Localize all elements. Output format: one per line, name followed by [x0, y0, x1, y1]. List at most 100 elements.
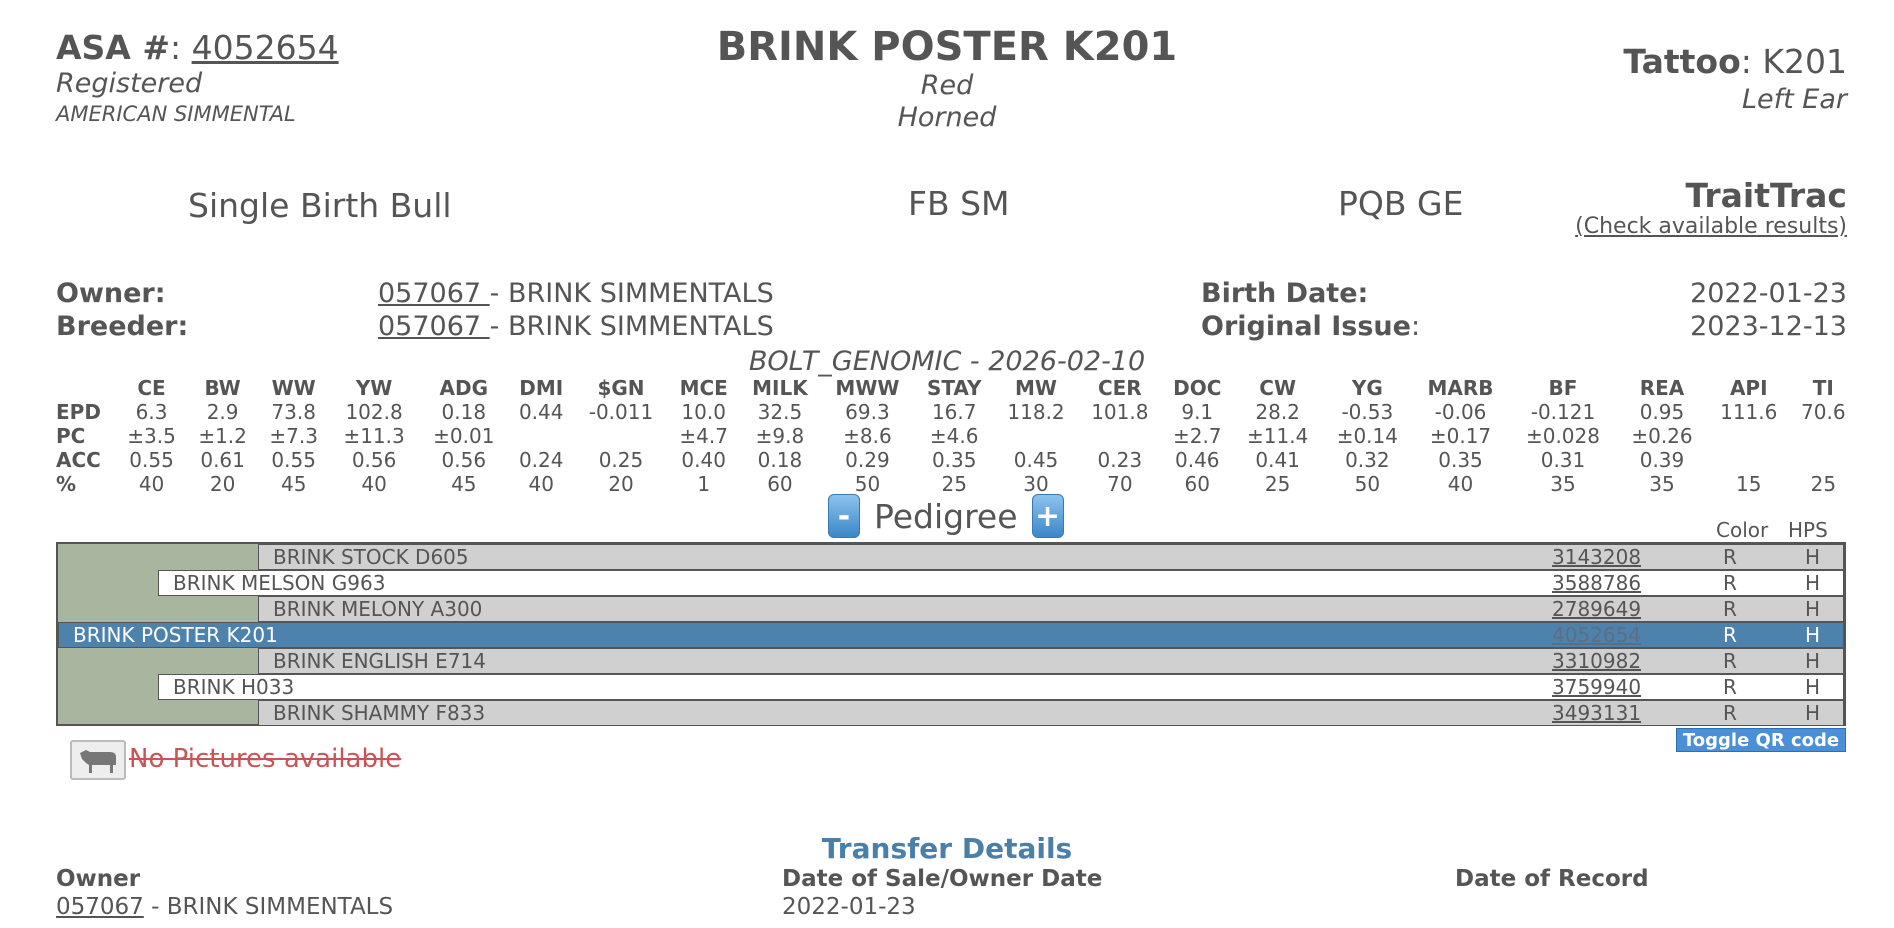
epd-column-header: MWW	[835, 376, 900, 400]
epd-cell	[574, 424, 668, 448]
epd-cell	[509, 424, 574, 448]
pedigree-registration-link[interactable]: 3143208	[1552, 545, 1642, 569]
birth-date-label: Birth Date:	[1201, 278, 1369, 309]
pedigree-hps: H	[1805, 701, 1821, 725]
transfer-owner-name: - BRINK SIMMENTALS	[143, 894, 394, 920]
breeder-value: 057067 - BRINK SIMMENTALS	[378, 311, 774, 342]
pedigree-expand-button[interactable]: +	[1031, 494, 1064, 538]
transfer-owner-id-link[interactable]: 057067	[56, 894, 144, 920]
original-issue-date: 2023-12-13	[1690, 311, 1847, 342]
epd-cell: 0.56	[351, 448, 397, 472]
epd-column-header: CW	[1259, 376, 1297, 400]
epd-cell: 25	[1810, 472, 1837, 496]
epd-cell: 0.41	[1255, 448, 1300, 472]
record-date-header: Date of Record	[1455, 866, 1649, 892]
pedigree-animal-name: BRINK H033	[173, 675, 295, 699]
epd-column-header: BW	[204, 376, 241, 400]
epd-cell: 40	[361, 472, 387, 496]
epd-column-header: ADG	[439, 376, 489, 400]
epd-cell: 40	[528, 472, 554, 496]
owner-label: Owner:	[56, 278, 166, 309]
epd-cell: 50	[1354, 472, 1381, 496]
epd-cell: 102.8	[345, 400, 403, 424]
epd-cell: ±0.028	[1525, 424, 1600, 448]
pedigree-animal-name: BRINK STOCK D605	[273, 545, 469, 569]
epd-row: ACC 0.55 0.61 0.55 0.56 0.56 0.24 0.25 0.40 0.18 0…	[56, 448, 1856, 472]
epd-cell: 0.61	[200, 448, 245, 472]
epd-cell: 118.2	[1007, 400, 1065, 424]
traittrac-results-link[interactable]: (Check available results)	[1575, 214, 1847, 239]
epd-cell: 0.45	[1013, 448, 1059, 472]
epd-cell: 2.9	[206, 400, 239, 424]
genomic-status: PQB GE	[1338, 184, 1464, 223]
epd-column-header: MCE	[679, 376, 728, 400]
epd-cell: 10.0	[681, 400, 726, 424]
epd-cell: 20	[608, 472, 634, 496]
epd-cell	[1791, 424, 1856, 448]
epd-row-label: %	[56, 472, 77, 496]
no-pictures-link[interactable]: No Pictures available	[129, 744, 402, 774]
pedigree-registration-link[interactable]: 4052654	[1552, 623, 1642, 647]
epd-cell: 0.55	[271, 448, 316, 472]
epd-row: % 40 20 45 40 45 40 20 1 60 50 25 30 70 60 25 50 40 35 35 15…	[56, 472, 1856, 496]
registration-status: Registered	[56, 68, 203, 99]
breeder-id-link[interactable]: 057067	[378, 311, 490, 342]
pedigree-chart: BRINK STOCK D605 3143208 R H BRINK MELSON G9…	[56, 542, 1846, 726]
pedigree-color: R	[1723, 545, 1737, 569]
epd-cell: 25	[1264, 472, 1291, 496]
pedigree-color-header: Color	[1716, 518, 1769, 542]
pedigree-animal-name: BRINK SHAMMY F833	[273, 701, 486, 725]
epd-cell: 16.7	[931, 400, 977, 424]
epd-cell: 0.23	[1097, 448, 1143, 472]
epd-cell: 15	[1736, 472, 1762, 496]
pedigree-collapse-button[interactable]: -	[828, 494, 860, 538]
epd-cell: 9.1	[1181, 400, 1214, 424]
owner-name: - BRINK SIMMENTALS	[489, 278, 774, 309]
original-issue-colon: :	[1410, 311, 1421, 342]
toggle-qr-code-button[interactable]: Toggle QR code	[1676, 728, 1846, 752]
pedigree-animal-name: BRINK ENGLISH E714	[273, 649, 486, 673]
breeder-name: - BRINK SIMMENTALS	[489, 311, 774, 342]
epd-cell: ±8.6	[843, 424, 892, 448]
epd-row: PC ±3.5 ±1.2 ±7.3 ±11.3 ±0.01 ±4.7 ±9.8 ±8.6 ±4.6…	[56, 424, 1856, 448]
pedigree-row: BRINK SHAMMY F833 3493131 R H	[258, 700, 1844, 726]
pedigree-registration-link[interactable]: 3310982	[1552, 649, 1642, 673]
pedigree-registration-link[interactable]: 2789649	[1552, 597, 1642, 621]
epd-cell: 0.18	[441, 400, 487, 424]
epd-cell: 70	[1107, 472, 1133, 496]
epd-cell: 32.5	[757, 400, 803, 424]
owner-id-link[interactable]: 057067	[378, 278, 490, 309]
transfer-owner-header: Owner	[56, 866, 141, 892]
epd-cell: 0.18	[757, 448, 803, 472]
epd-column-header: MILK	[752, 376, 808, 400]
transfer-owner-value: 057067 - BRINK SIMMENTALS	[56, 894, 393, 920]
epd-cell: 6.3	[135, 400, 168, 424]
pedigree-hps: H	[1805, 597, 1821, 621]
asa-colon: :	[170, 28, 182, 67]
epd-cell: 0.25	[598, 448, 644, 472]
pedigree-animal-name: BRINK MELSON G963	[173, 571, 386, 595]
pedigree-hps: H	[1805, 675, 1821, 699]
epd-cell: 0.46	[1174, 448, 1220, 472]
pedigree-row: BRINK MELONY A300 2789649 R H	[258, 596, 1844, 622]
pedigree-animal-name: BRINK MELONY A300	[273, 597, 483, 621]
epd-cell: ±0.17	[1429, 424, 1492, 448]
pedigree-registration-link[interactable]: 3759940	[1552, 675, 1642, 699]
pedigree-registration-link[interactable]: 3588786	[1552, 571, 1642, 595]
epd-cell: 0.55	[129, 448, 174, 472]
pedigree-registration-link[interactable]: 3493131	[1552, 701, 1642, 725]
asa-number-link[interactable]: 4052654	[191, 28, 339, 67]
epd-cell: ±7.3	[269, 424, 318, 448]
pedigree-row: BRINK ENGLISH E714 3310982 R H	[258, 648, 1844, 674]
epd-cell: 40	[138, 472, 165, 496]
epd-column-header: CER	[1097, 376, 1142, 400]
tattoo-value: : K201	[1740, 42, 1847, 81]
epd-cell	[994, 424, 1078, 448]
tattoo-line: Tattoo: K201	[1623, 42, 1847, 81]
pedigree-hps: H	[1805, 545, 1821, 569]
pedigree-hps: H	[1805, 649, 1821, 673]
asa-number-line: ASA #: 4052654	[56, 28, 339, 67]
epd-column-header: API	[1729, 376, 1768, 400]
animal-color: Red	[920, 70, 974, 101]
epd-cell: 60	[1184, 472, 1210, 496]
